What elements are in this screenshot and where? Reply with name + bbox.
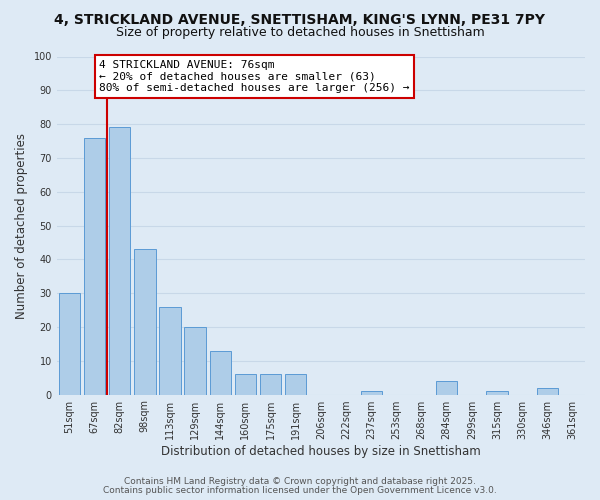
Bar (209, 350, 231, 395)
Bar (285, 374, 307, 394)
Bar (184, 327, 206, 394)
Bar (109, 128, 130, 394)
Bar (361, 391, 382, 394)
X-axis label: Distribution of detached houses by size in Snettisham: Distribution of detached houses by size … (161, 444, 481, 458)
Bar (159, 306, 181, 394)
Text: 4, STRICKLAND AVENUE, SNETTISHAM, KING'S LYNN, PE31 7PY: 4, STRICKLAND AVENUE, SNETTISHAM, KING'S… (55, 12, 545, 26)
Bar (536, 388, 558, 394)
Bar (59, 293, 80, 394)
Text: Contains public sector information licensed under the Open Government Licence v3: Contains public sector information licen… (103, 486, 497, 495)
Text: Contains HM Land Registry data © Crown copyright and database right 2025.: Contains HM Land Registry data © Crown c… (124, 477, 476, 486)
Text: 4 STRICKLAND AVENUE: 76sqm
← 20% of detached houses are smaller (63)
80% of semi: 4 STRICKLAND AVENUE: 76sqm ← 20% of deta… (99, 60, 410, 93)
Bar (260, 374, 281, 394)
Bar (235, 374, 256, 394)
Bar (436, 381, 457, 394)
Bar (134, 249, 155, 394)
Y-axis label: Number of detached properties: Number of detached properties (15, 132, 28, 318)
Bar (486, 391, 508, 394)
Bar (84, 138, 105, 394)
Text: Size of property relative to detached houses in Snettisham: Size of property relative to detached ho… (116, 26, 484, 39)
